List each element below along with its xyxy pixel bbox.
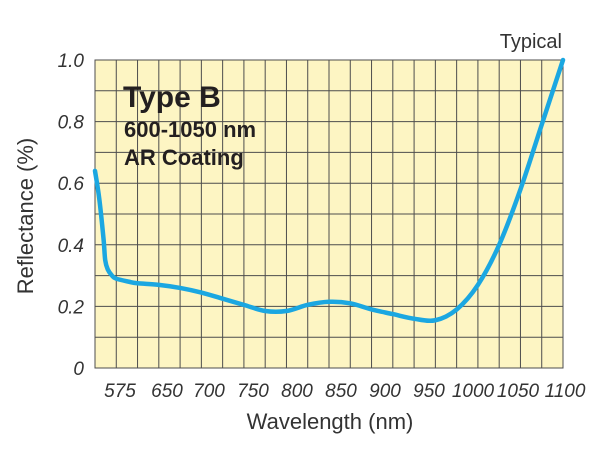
series-layer <box>92 57 566 324</box>
x-axis-label: Wavelength (nm) <box>247 409 414 434</box>
y-axis-label: Reflectance (%) <box>13 138 38 295</box>
coating-label: AR Coating <box>124 145 244 170</box>
type-b-heading: Type B <box>123 81 221 114</box>
x-tick-label: 850 <box>325 381 357 402</box>
y-tick-label: 1.0 <box>58 51 85 72</box>
y-tick-label: 0 <box>73 359 84 380</box>
x-tick-labels: 575 650 700 750 800 850 900 950 1000 1050 1100 <box>104 381 586 402</box>
y-tick-label: 0.8 <box>58 113 85 134</box>
typical-annotation: Typical <box>500 31 562 53</box>
horizontal-gridlines <box>95 90 563 338</box>
wavelength-range-label: 600-1050 nm <box>124 117 256 142</box>
x-tick-label: 700 <box>193 381 225 402</box>
x-tick-label: 750 <box>237 381 269 402</box>
x-tick-label: 1000 <box>452 381 495 402</box>
x-tick-label: 950 <box>413 381 445 402</box>
y-tick-label: 0.6 <box>58 174 85 195</box>
y-tick-labels: 0 0.2 0.4 0.6 0.8 1.0 <box>58 51 85 380</box>
x-tick-label: 650 <box>151 381 183 402</box>
y-tick-label: 0.2 <box>58 297 85 318</box>
x-tick-label: 575 <box>104 381 136 402</box>
x-tick-label: 800 <box>281 381 313 402</box>
x-tick-label: 1100 <box>545 381 586 402</box>
y-tick-label: 0.4 <box>58 236 84 257</box>
x-tick-label: 1050 <box>497 381 540 402</box>
x-tick-label: 900 <box>369 381 401 402</box>
plot-frame <box>94 59 564 369</box>
reflectance-series-line <box>92 57 566 324</box>
